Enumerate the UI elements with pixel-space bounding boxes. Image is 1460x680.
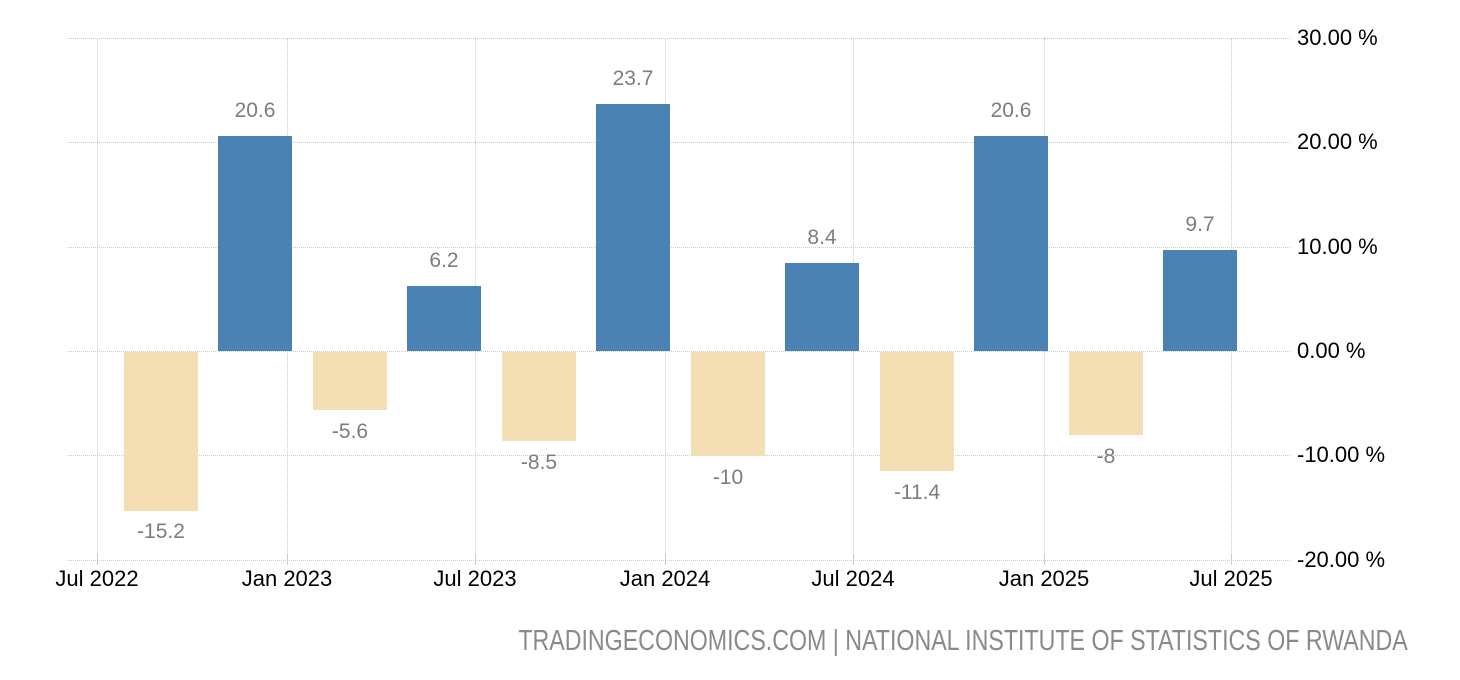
bar-value-label: -8 — [1096, 445, 1116, 468]
bar-value-label: 20.6 — [234, 99, 276, 122]
bar-value-label: -5.6 — [331, 420, 369, 443]
bar-value-label: -15.2 — [137, 520, 185, 543]
gridline-horizontal — [67, 38, 1290, 39]
x-axis-tick-label: Jan 2024 — [619, 566, 711, 591]
bar[interactable] — [974, 136, 1048, 351]
bar[interactable] — [502, 352, 576, 441]
y-axis-tick-label: 10.00 % — [1297, 234, 1378, 259]
bar[interactable] — [218, 136, 292, 351]
gridline-horizontal — [67, 247, 1290, 248]
x-axis-tick-label: Jul 2024 — [811, 566, 895, 591]
bar[interactable] — [785, 263, 859, 351]
source-attribution: TRADINGECONOMICS.COM | NATIONAL INSTITUT… — [518, 626, 1407, 656]
bar[interactable] — [313, 352, 387, 410]
y-axis-tick-label: 30.00 % — [1297, 25, 1378, 50]
bar[interactable] — [407, 286, 481, 351]
source-attribution-text: TRADINGECONOMICS.COM | NATIONAL INSTITUT… — [518, 625, 1408, 657]
y-axis-tick-label: -10.00 % — [1297, 442, 1386, 467]
bar-value-label: -10 — [712, 466, 744, 489]
x-axis-tick — [1231, 553, 1232, 565]
x-axis-tick — [1044, 553, 1045, 565]
x-axis-tick-label: Jan 2023 — [241, 566, 333, 591]
bar-value-label: -11.4 — [893, 481, 941, 504]
x-axis-tick — [97, 553, 98, 565]
x-axis-tick — [665, 553, 666, 565]
x-axis-tick-label: Jul 2025 — [1189, 566, 1273, 591]
y-axis-tick-label: 20.00 % — [1297, 129, 1378, 154]
gridline-horizontal — [67, 351, 1290, 352]
bar[interactable] — [596, 104, 670, 351]
y-axis-tick-label: 0.00 % — [1297, 338, 1366, 363]
x-axis-tick-label: Jul 2022 — [55, 566, 139, 591]
gridline-horizontal — [67, 142, 1290, 143]
x-axis-tick — [287, 553, 288, 565]
x-axis-tick — [853, 553, 854, 565]
bar-value-label: 8.4 — [807, 226, 837, 249]
x-axis-tick-label: Jan 2025 — [998, 566, 1090, 591]
gridline-horizontal — [67, 455, 1290, 456]
bar-value-label: 6.2 — [429, 249, 459, 272]
bar-value-label: -8.5 — [520, 451, 558, 474]
gridline-horizontal — [67, 560, 1290, 561]
bar[interactable] — [1163, 250, 1237, 351]
bar-value-label: 9.7 — [1185, 213, 1215, 236]
x-axis-tick — [475, 553, 476, 565]
bar[interactable] — [1069, 352, 1143, 435]
bar-value-label: 23.7 — [612, 67, 654, 90]
bar[interactable] — [880, 352, 954, 471]
bar[interactable] — [124, 352, 198, 511]
bar[interactable] — [691, 352, 765, 456]
gridline-vertical — [97, 38, 98, 560]
x-axis-tick-label: Jul 2023 — [433, 566, 517, 591]
bar-value-label: 20.6 — [990, 99, 1032, 122]
y-axis-tick-label: -20.00 % — [1297, 547, 1386, 572]
